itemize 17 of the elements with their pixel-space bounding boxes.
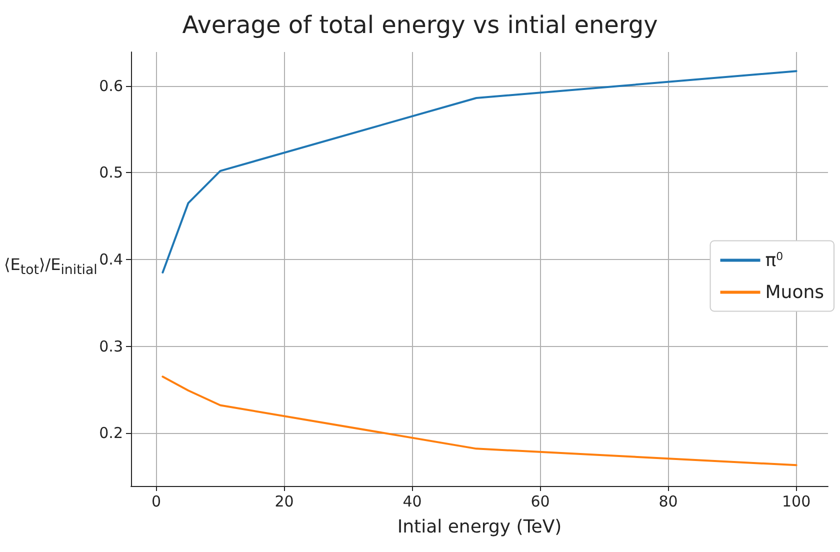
line-series — [162, 70, 798, 274]
y-tick-label: 0.2 — [99, 424, 123, 442]
x-tick-label: 60 — [530, 492, 550, 510]
x-tick-label: 0 — [152, 492, 162, 510]
x-tick-label: 100 — [782, 492, 811, 510]
x-tick-label: 20 — [274, 492, 294, 510]
chart-title: Average of total energy vs intial energy — [182, 11, 658, 39]
y-tick-label: 0.5 — [99, 164, 123, 182]
line-series — [162, 376, 798, 466]
y-axis-title: ⟨E$_{tot}$⟩/E$_{initial}$ — [4, 255, 98, 278]
x-tick-label: 80 — [658, 492, 678, 510]
legend-label: Muons — [765, 282, 824, 303]
y-tick-label: 0.4 — [99, 250, 123, 268]
x-tick-label: 40 — [402, 492, 422, 510]
y-tick-label: 0.3 — [99, 337, 123, 356]
x-axis-title: Intial energy (TeV) — [397, 516, 562, 538]
y-tick-label: 0.6 — [99, 76, 123, 95]
